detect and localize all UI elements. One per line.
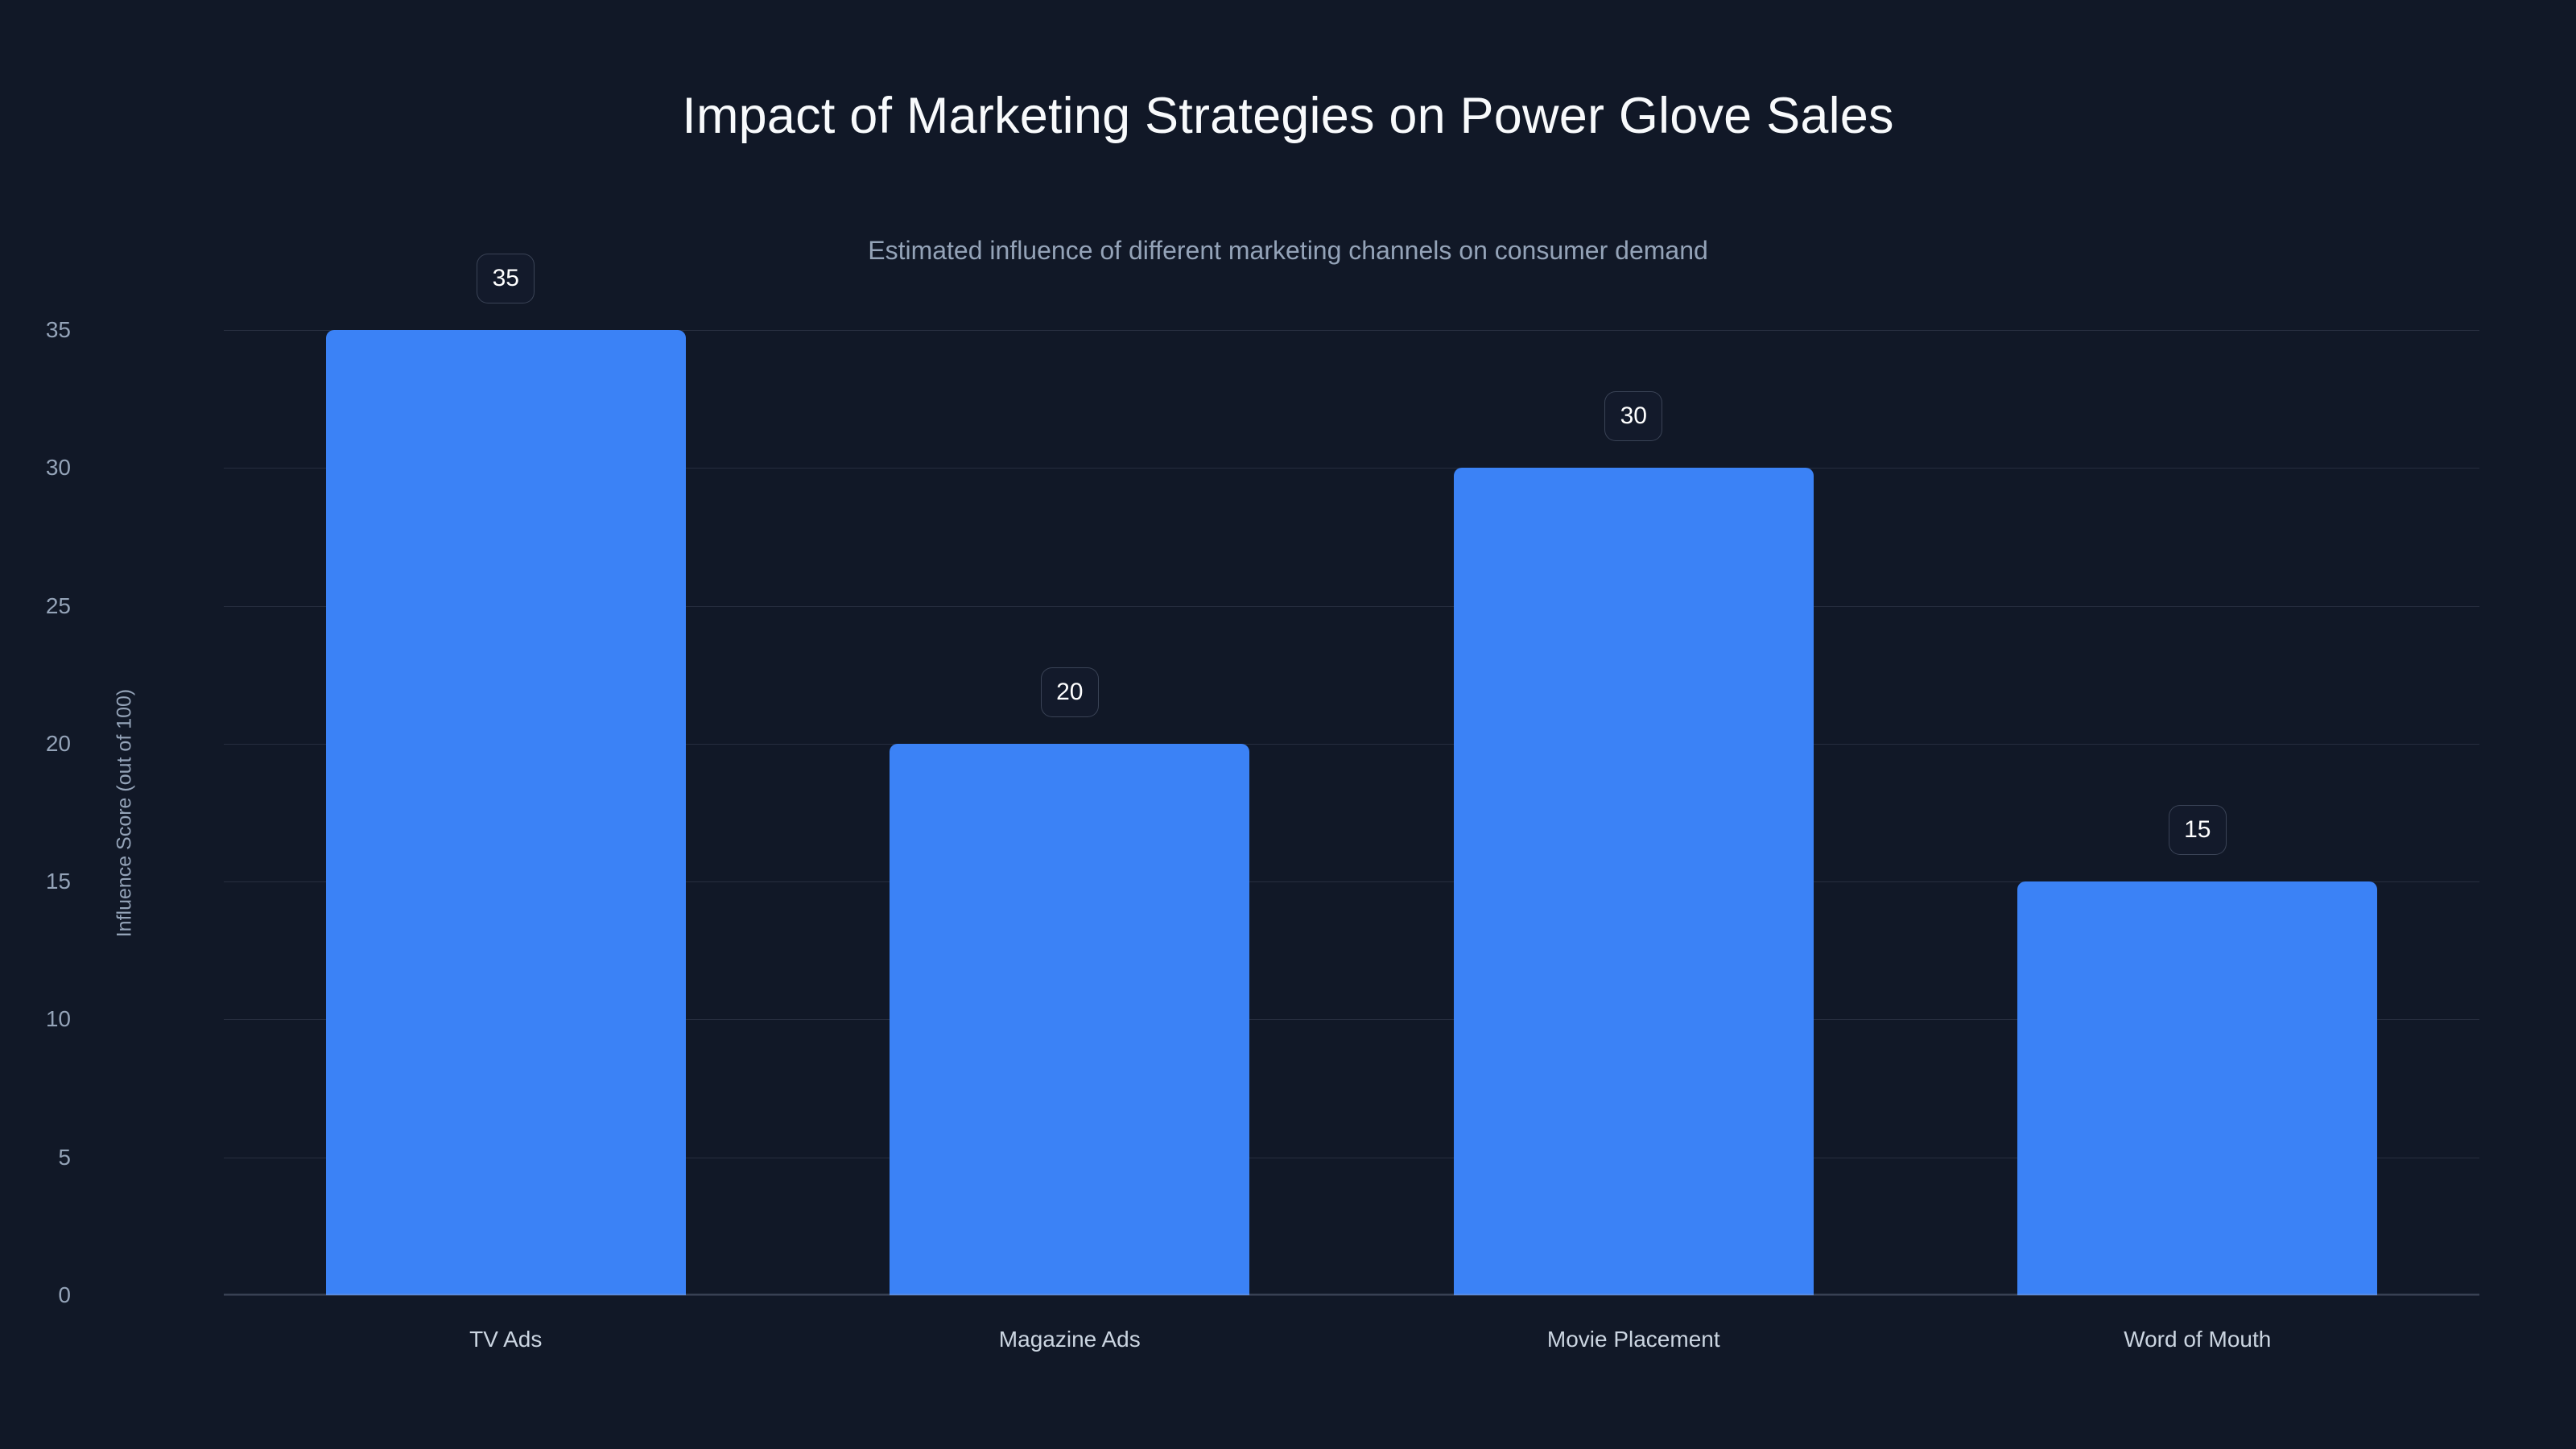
- x-axis-category-label: Magazine Ads: [998, 1327, 1141, 1352]
- y-axis-tick-label: 30: [45, 455, 71, 481]
- bar-value-badge: 35: [477, 254, 535, 303]
- bar-value-badge: 15: [2168, 805, 2227, 856]
- bar[interactable]: [890, 743, 1250, 1295]
- y-axis-title: Influence Score (out of 100): [113, 688, 136, 938]
- gridline: [224, 881, 2479, 883]
- gridline: [224, 743, 2479, 745]
- gridline: [224, 605, 2479, 607]
- gridline: [224, 1295, 2479, 1296]
- plot-area: [224, 330, 2479, 1296]
- y-axis-tick-label: 25: [45, 592, 71, 618]
- bar-value-badge: 30: [1604, 391, 1663, 442]
- x-axis-line: [224, 1294, 2479, 1295]
- bar[interactable]: [2017, 881, 2378, 1295]
- bar[interactable]: [1453, 468, 1814, 1295]
- gridline: [224, 330, 2479, 331]
- chart-title: Impact of Marketing Strategies on Power …: [682, 88, 1894, 144]
- x-axis-category-label: TV Ads: [469, 1327, 543, 1352]
- x-axis-category-label: Movie Placement: [1546, 1327, 1720, 1352]
- y-axis-tick-label: 20: [45, 730, 71, 756]
- chart-subtitle: Estimated influence of different marketi…: [868, 236, 1708, 265]
- y-axis-tick-label: 5: [58, 1144, 71, 1170]
- bar-value-badge: 20: [1040, 667, 1099, 717]
- y-axis-tick-label: 10: [45, 1006, 71, 1032]
- y-axis-tick-label: 0: [58, 1282, 71, 1307]
- gridline: [224, 468, 2479, 469]
- y-axis-tick-label: 15: [45, 869, 71, 894]
- bar[interactable]: [325, 330, 686, 1295]
- x-axis-category-label: Word of Mouth: [2124, 1327, 2272, 1352]
- y-axis-tick-label: 35: [45, 317, 71, 342]
- gridline: [224, 1019, 2479, 1021]
